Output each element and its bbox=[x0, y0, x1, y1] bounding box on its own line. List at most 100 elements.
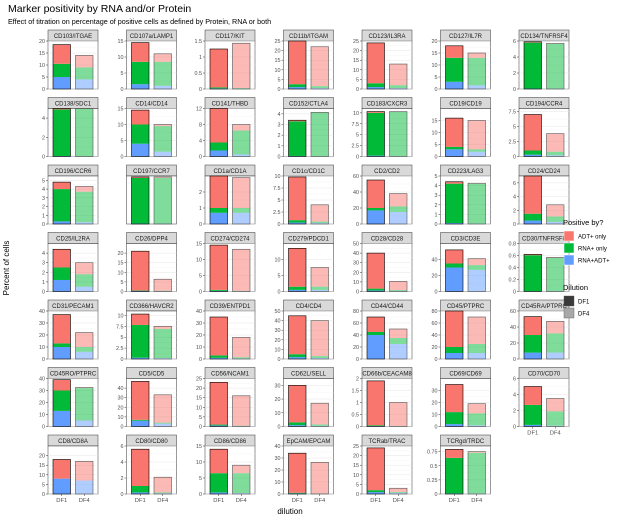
bar-segment bbox=[132, 381, 150, 419]
y-tick-label: 5 bbox=[121, 71, 124, 77]
y-tick-label: 6 bbox=[513, 39, 516, 45]
facet-title: TCRgd/TRDC bbox=[447, 439, 485, 445]
chart-subtitle: Effect of titration on percentage of pos… bbox=[8, 17, 271, 26]
x-tick-label: DF1 bbox=[292, 498, 303, 504]
bar-segment bbox=[367, 208, 385, 210]
y-tick-label: 50 bbox=[275, 309, 281, 315]
x-tick-label: DF1 bbox=[370, 498, 381, 504]
bar-segment bbox=[446, 147, 464, 149]
bar-segment bbox=[76, 186, 94, 191]
y-tick-label: 1 bbox=[435, 212, 438, 218]
bar-segment bbox=[524, 317, 542, 335]
y-tick-label: 3 bbox=[42, 261, 45, 267]
y-tick-label: 10 bbox=[118, 415, 124, 421]
facet-title: CD117/KIT bbox=[215, 34, 245, 40]
y-tick-label: 15 bbox=[118, 261, 124, 267]
y-tick-label: 10 bbox=[275, 68, 281, 74]
y-tick-label: 10 bbox=[39, 413, 45, 419]
y-tick-label: 0 bbox=[121, 492, 124, 498]
legend-label: DF4 bbox=[578, 312, 590, 318]
bar-segment bbox=[446, 149, 464, 156]
bar-segment bbox=[446, 311, 464, 347]
y-tick-label: 0 bbox=[121, 290, 124, 296]
y-tick-label: 25 bbox=[353, 39, 359, 45]
bar-segment bbox=[289, 121, 307, 156]
y-tick-label: 10 bbox=[118, 313, 124, 319]
y-tick-label: 0 bbox=[435, 357, 438, 363]
y-tick-label: 5 bbox=[356, 77, 359, 83]
bar-segment bbox=[289, 248, 307, 286]
bar-segment bbox=[154, 477, 172, 492]
bar-segment bbox=[53, 45, 71, 64]
y-tick-label: 10 bbox=[432, 131, 438, 137]
y-tick-label: 20 bbox=[432, 345, 438, 351]
facet-title: CD5/CD5 bbox=[139, 372, 165, 378]
y-tick-label: 0 bbox=[199, 492, 202, 498]
bar-segment bbox=[53, 343, 71, 347]
x-tick-label: DF4 bbox=[236, 498, 248, 504]
y-tick-label: 1 bbox=[199, 206, 202, 212]
y-tick-label: 5 bbox=[356, 133, 359, 139]
bar-segment bbox=[289, 177, 307, 220]
bar-segment bbox=[53, 347, 71, 359]
y-tick-label: 5 bbox=[435, 143, 438, 149]
y-tick-label: 5 bbox=[42, 178, 45, 184]
bar-segment bbox=[390, 403, 408, 427]
bar-segment bbox=[311, 222, 329, 223]
y-tick-label: 2 bbox=[435, 203, 438, 209]
bar-segment bbox=[311, 47, 329, 86]
y-tick-label: 12 bbox=[196, 107, 202, 113]
bar-segment bbox=[446, 250, 464, 264]
y-tick-label: 0 bbox=[42, 290, 45, 296]
y-tick-label: 30 bbox=[39, 389, 45, 395]
bar-segment bbox=[311, 287, 329, 290]
y-tick-label: 10 bbox=[39, 63, 45, 69]
facet-title: CD141/THBD bbox=[212, 102, 249, 108]
facet-title: CD25/IL2RA bbox=[56, 237, 90, 243]
facet-title: CD123/IL3RA bbox=[368, 34, 405, 40]
bar-segment bbox=[210, 176, 228, 208]
facet-title: EpCAM/EPCAM bbox=[287, 439, 331, 445]
y-tick-label: 5 bbox=[121, 280, 124, 286]
facet-title: CD8/CD8A bbox=[58, 439, 88, 445]
y-tick-label: 60 bbox=[353, 174, 359, 180]
y-tick-label: 20 bbox=[353, 49, 359, 55]
bar-segment bbox=[547, 258, 565, 291]
bar-segment bbox=[154, 492, 172, 493]
facet-title: CD274/CD274 bbox=[210, 237, 250, 243]
legend-label: RNA+ only bbox=[578, 247, 607, 253]
bar-segment bbox=[210, 317, 228, 355]
bar-segment bbox=[53, 109, 71, 156]
facet-title: CD127/IL7R bbox=[449, 34, 483, 40]
y-tick-label: 0 bbox=[513, 290, 516, 296]
y-tick-label: 15 bbox=[432, 51, 438, 57]
bar-segment bbox=[76, 79, 94, 89]
bar-segment bbox=[289, 220, 307, 222]
y-tick-label: 2 bbox=[42, 135, 45, 141]
bar-segment bbox=[446, 46, 464, 58]
bar-segment bbox=[76, 55, 94, 67]
y-tick-label: 0 bbox=[356, 357, 359, 363]
y-tick-label: 20 bbox=[39, 39, 45, 45]
y-tick-label: 10 bbox=[118, 55, 124, 61]
bar-segment bbox=[76, 333, 94, 347]
y-tick-label: 20 bbox=[432, 401, 438, 407]
y-tick-label: 0 bbox=[435, 87, 438, 93]
y-tick-label: 0 bbox=[513, 87, 516, 93]
y-tick-label: 80 bbox=[432, 309, 438, 315]
facet-title: CD86/CD86 bbox=[214, 439, 247, 445]
bar-segment bbox=[53, 391, 71, 411]
bar-segment bbox=[547, 216, 565, 221]
bar-segment bbox=[390, 329, 408, 338]
bar-segment bbox=[390, 338, 408, 344]
y-tick-label: 0 bbox=[42, 357, 45, 363]
bar-segment bbox=[468, 317, 486, 344]
bar-segment bbox=[76, 287, 94, 292]
y-tick-label: 50 bbox=[353, 242, 359, 248]
bar-segment bbox=[233, 43, 251, 88]
bar-segment bbox=[53, 77, 71, 89]
